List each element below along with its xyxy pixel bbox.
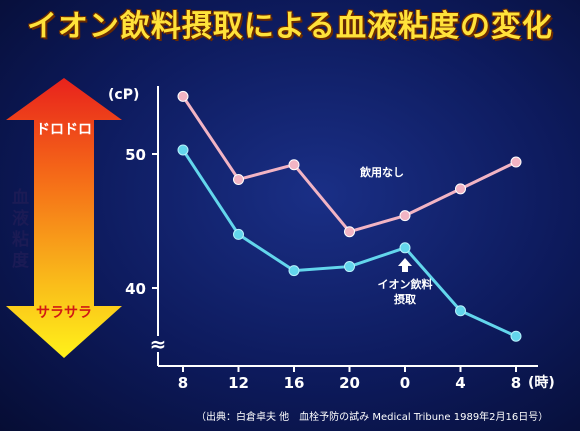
y-axis-label: (cP) [108, 87, 139, 103]
no-drink-annotation: 飲用なし [359, 165, 404, 179]
y-tick-label: 40 [125, 280, 146, 298]
ion-drink-annotation-line1: イオン飲料 [378, 277, 433, 291]
series-points [177, 90, 522, 342]
axis-break-symbol: ≈ [150, 332, 167, 356]
series-line-no-drink [181, 95, 517, 234]
data-point-ion-drink [177, 144, 189, 156]
data-point-ion-drink [288, 265, 300, 277]
page-title: イオン飲料摂取による血液粘度の変化 [26, 9, 554, 44]
series-lines [181, 95, 517, 338]
y-tick-labels: 40 50 [125, 146, 158, 298]
x-tick-labels: 8 12 16 20 0 4 8 [178, 366, 521, 392]
x-tick-label: 8 [178, 374, 188, 392]
ion-drink-annotation-line2: 摂取 [394, 292, 416, 306]
data-point-no-drink [510, 156, 522, 168]
data-point-ion-drink [233, 228, 244, 240]
thin-blood-label: サラサラ [36, 305, 92, 321]
thick-blood-label: ドロドロ [36, 122, 92, 138]
y-tick-label: 50 [125, 146, 146, 164]
viscosity-double-arrow [6, 78, 122, 358]
source-citation: （出典：白倉卓夫 他 血栓予防の試み Medical Tribune 1989年… [196, 412, 549, 423]
x-tick-label: 16 [284, 374, 305, 392]
data-point-no-drink [177, 90, 189, 102]
blood-viscosity-label: 血液粘度 [8, 187, 29, 272]
data-point-no-drink [344, 226, 355, 238]
series-line-ion-drink [181, 149, 517, 338]
data-point-no-drink [455, 183, 466, 195]
x-tick-label: 20 [339, 374, 360, 392]
data-point-no-drink [233, 173, 244, 185]
data-point-no-drink [288, 159, 300, 171]
x-tick-label: 8 [511, 374, 521, 392]
x-tick-label: 12 [228, 374, 249, 392]
data-point-ion-drink [455, 305, 466, 317]
x-tick-label: 4 [455, 374, 465, 392]
data-point-ion-drink [510, 330, 522, 342]
x-axis-unit: (時) [528, 374, 555, 391]
data-point-no-drink [399, 210, 411, 222]
up-arrow-icon [398, 258, 412, 272]
data-point-ion-drink [344, 261, 355, 273]
data-point-ion-drink [399, 242, 411, 254]
x-tick-label: 0 [400, 374, 410, 392]
